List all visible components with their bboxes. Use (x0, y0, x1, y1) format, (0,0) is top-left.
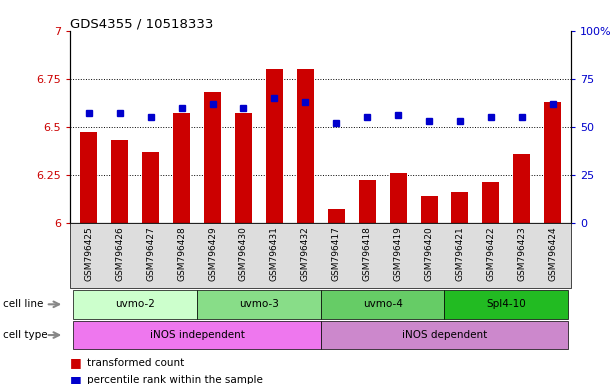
Text: ■: ■ (70, 374, 82, 384)
Text: uvmo-4: uvmo-4 (363, 299, 403, 310)
Text: GSM796431: GSM796431 (270, 227, 279, 281)
Bar (482, 182, 499, 223)
Bar (544, 102, 562, 223)
Text: uvmo-2: uvmo-2 (115, 299, 155, 310)
Text: GSM796425: GSM796425 (84, 227, 93, 281)
Text: GSM796423: GSM796423 (518, 227, 526, 281)
Bar (266, 69, 283, 223)
Bar (80, 132, 97, 223)
Bar (297, 69, 314, 223)
Bar (142, 152, 159, 223)
Text: GDS4355 / 10518333: GDS4355 / 10518333 (70, 18, 214, 31)
Text: GSM796422: GSM796422 (486, 227, 496, 281)
Text: GSM796430: GSM796430 (239, 227, 248, 281)
Bar (235, 113, 252, 223)
Text: ■: ■ (70, 356, 82, 369)
Text: iNOS independent: iNOS independent (150, 330, 244, 340)
Text: GSM796427: GSM796427 (146, 227, 155, 281)
Text: cell line: cell line (3, 299, 43, 310)
Text: uvmo-3: uvmo-3 (239, 299, 279, 310)
Bar (327, 209, 345, 223)
Text: GSM796432: GSM796432 (301, 227, 310, 281)
Text: GSM796426: GSM796426 (115, 227, 124, 281)
Text: iNOS dependent: iNOS dependent (402, 330, 487, 340)
Text: GSM796429: GSM796429 (208, 227, 217, 281)
Text: GSM796428: GSM796428 (177, 227, 186, 281)
Text: GSM796417: GSM796417 (332, 227, 341, 281)
Text: GSM796421: GSM796421 (455, 227, 464, 281)
Text: GSM796420: GSM796420 (425, 227, 434, 281)
Bar (420, 196, 437, 223)
Text: cell type: cell type (3, 330, 48, 340)
Bar (204, 92, 221, 223)
Bar (173, 113, 190, 223)
Bar (452, 192, 469, 223)
Bar (513, 154, 530, 223)
Bar (390, 173, 406, 223)
Bar (111, 140, 128, 223)
Bar (359, 180, 376, 223)
Text: GSM796419: GSM796419 (393, 227, 403, 281)
Text: Spl4-10: Spl4-10 (486, 299, 526, 310)
Text: GSM796418: GSM796418 (363, 227, 371, 281)
Text: percentile rank within the sample: percentile rank within the sample (87, 375, 263, 384)
Text: transformed count: transformed count (87, 358, 185, 368)
Text: GSM796424: GSM796424 (548, 227, 557, 281)
